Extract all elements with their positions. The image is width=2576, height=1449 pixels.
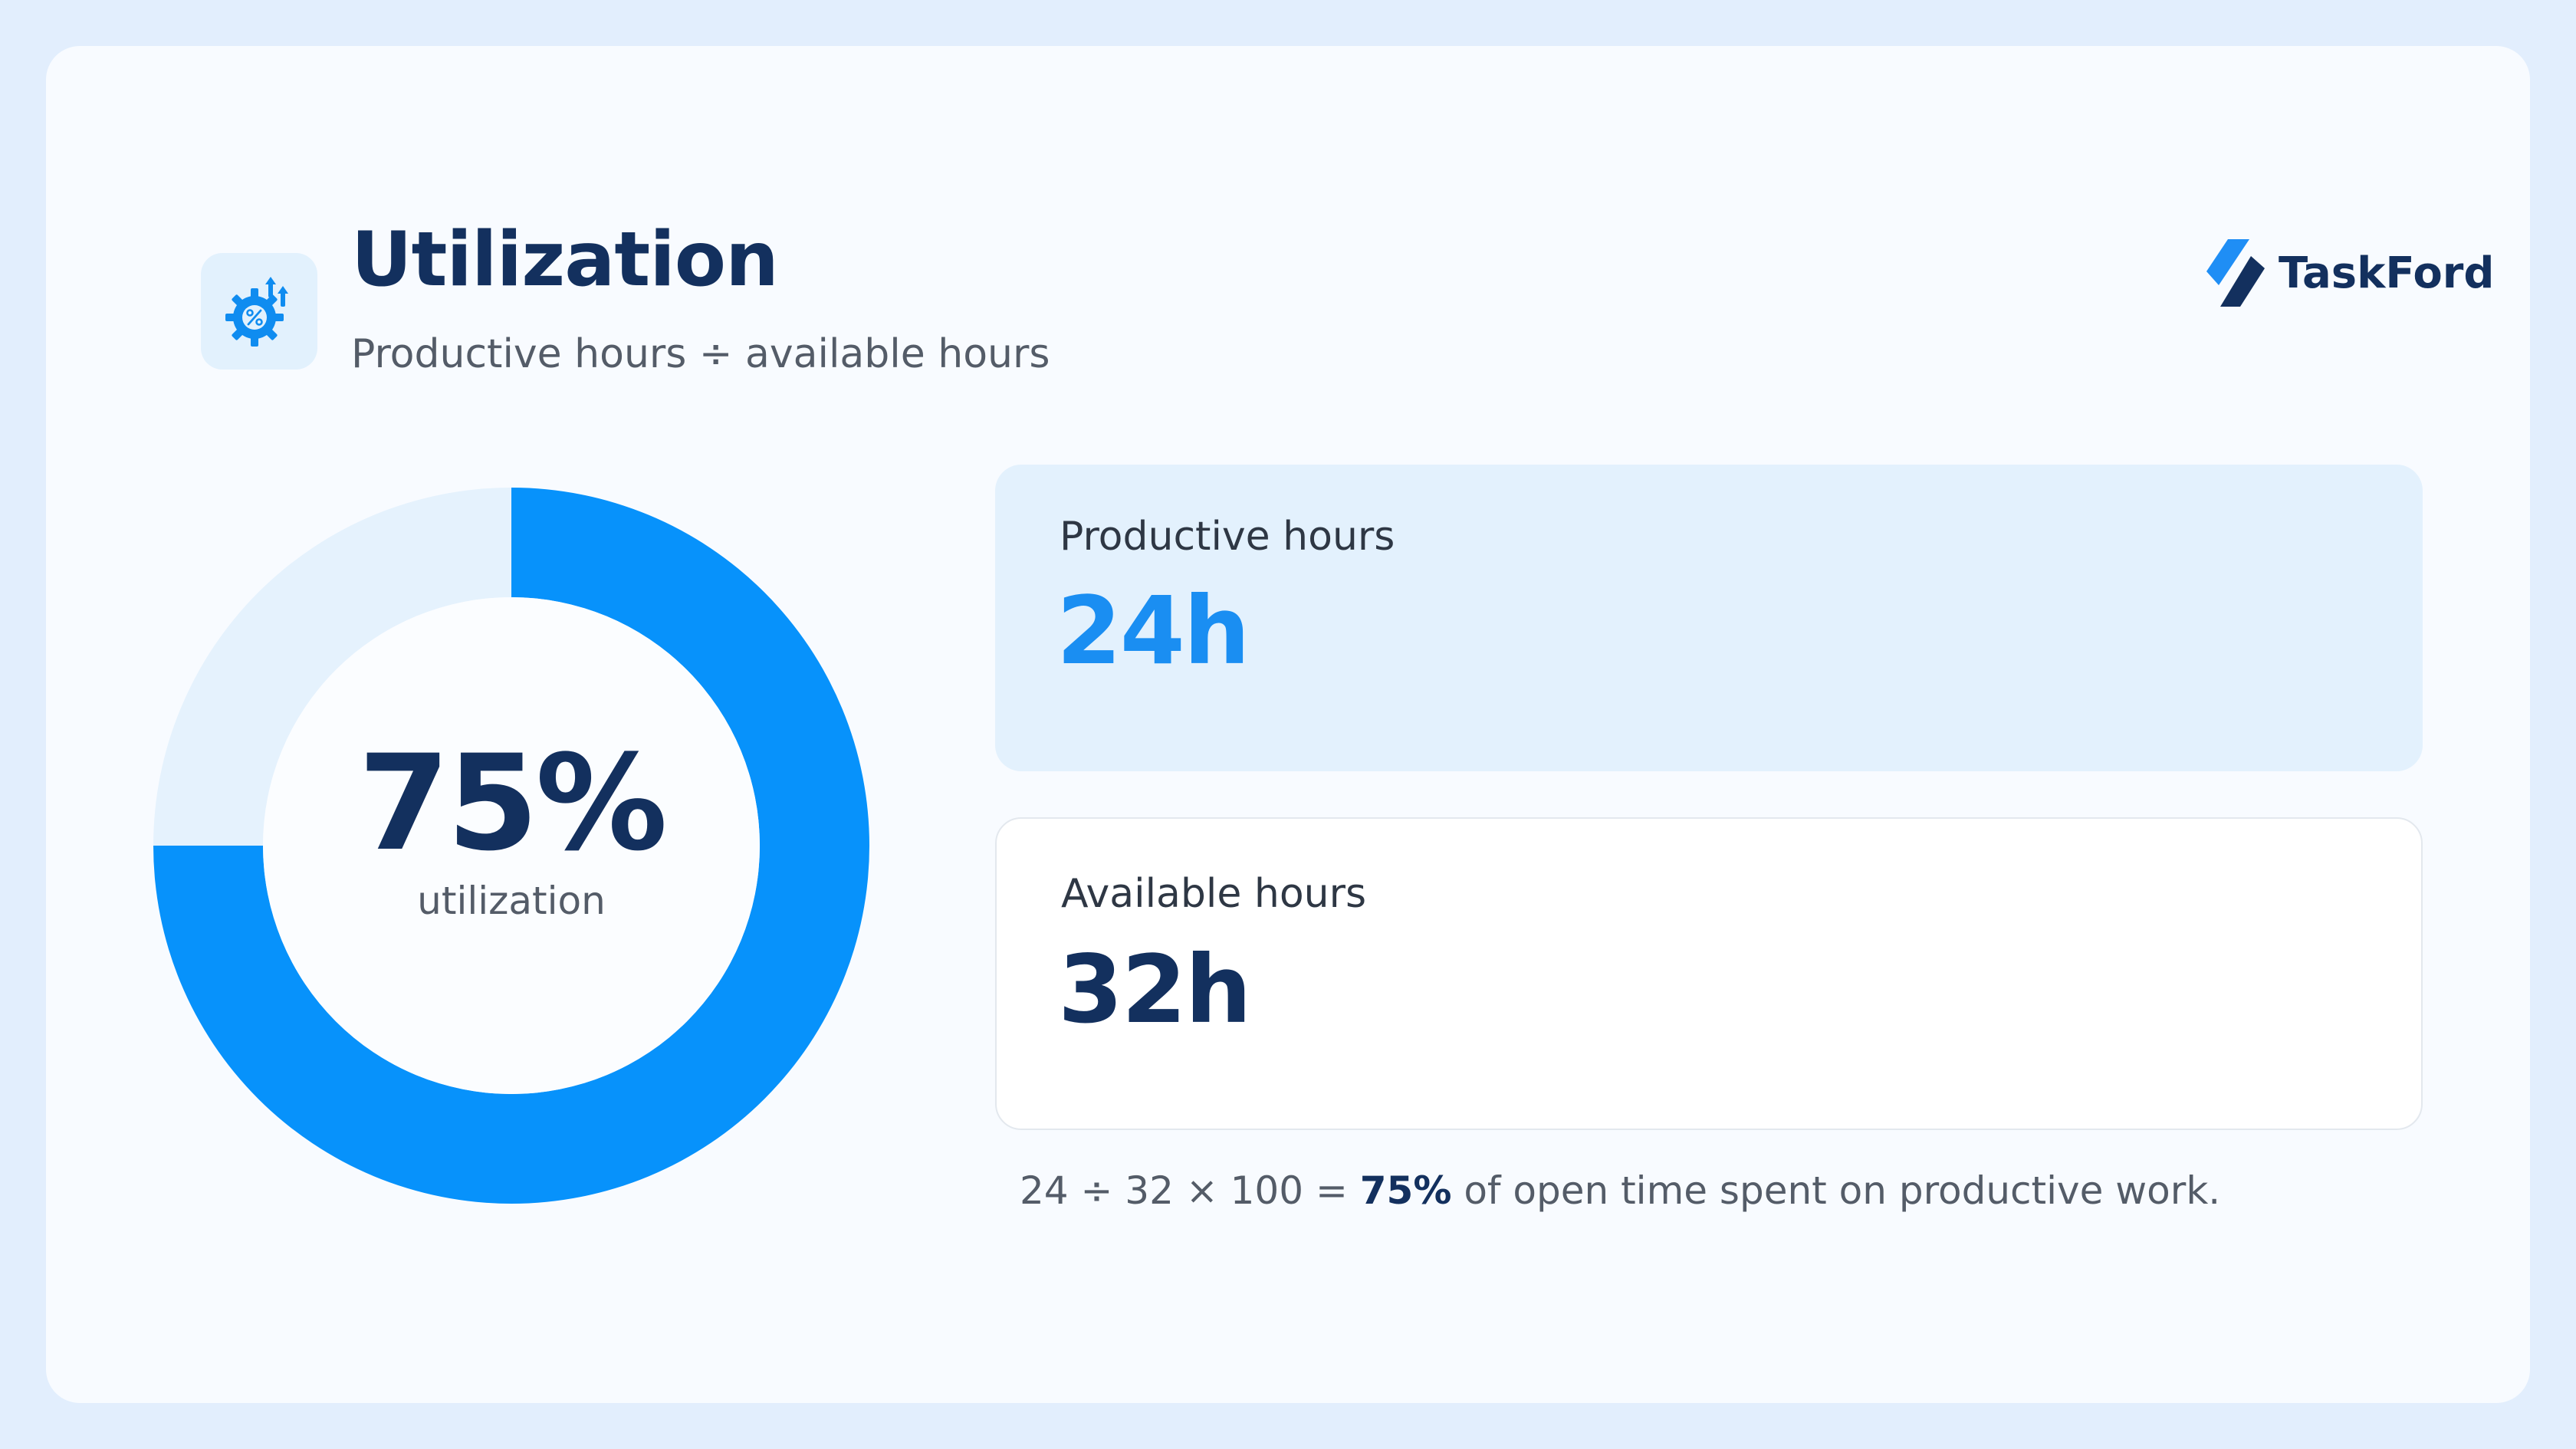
donut-percentage: 75% [358,726,668,880]
donut-center: 75% utilization [153,488,869,1204]
page-title: Utilization [351,216,779,304]
available-hours-value: 32h [1058,935,1252,1044]
donut-slice-productive [153,488,869,1204]
formula-text: 24 ÷ 32 × 100 = 75% of open time spent o… [1020,1168,2220,1213]
available-hours-label: Available hours [1061,871,1367,917]
donut-hole [263,597,760,1094]
formula-suffix: of open time spent on productive work. [1451,1168,2221,1213]
taskford-logo-icon [2206,239,2265,307]
available-hours-card: Available hours 32h [995,817,2423,1130]
utilization-donut-chart [153,488,869,1204]
brand-name: TaskFord [2279,248,2495,298]
productive-hours-label: Productive hours [1060,514,1395,560]
brand-logo: TaskFord [2205,238,2495,308]
formula-prefix: 24 ÷ 32 × 100 = [1020,1168,1360,1213]
donut-slice-remaining [153,488,511,846]
gear-percent-icon [201,253,317,370]
productive-hours-card: Productive hours 24h [995,465,2423,771]
page-subtitle: Productive hours ÷ available hours [351,331,1050,377]
formula-result: 75% [1359,1168,1452,1213]
productive-hours-value: 24h [1056,577,1250,685]
donut-label: utilization [417,879,606,923]
